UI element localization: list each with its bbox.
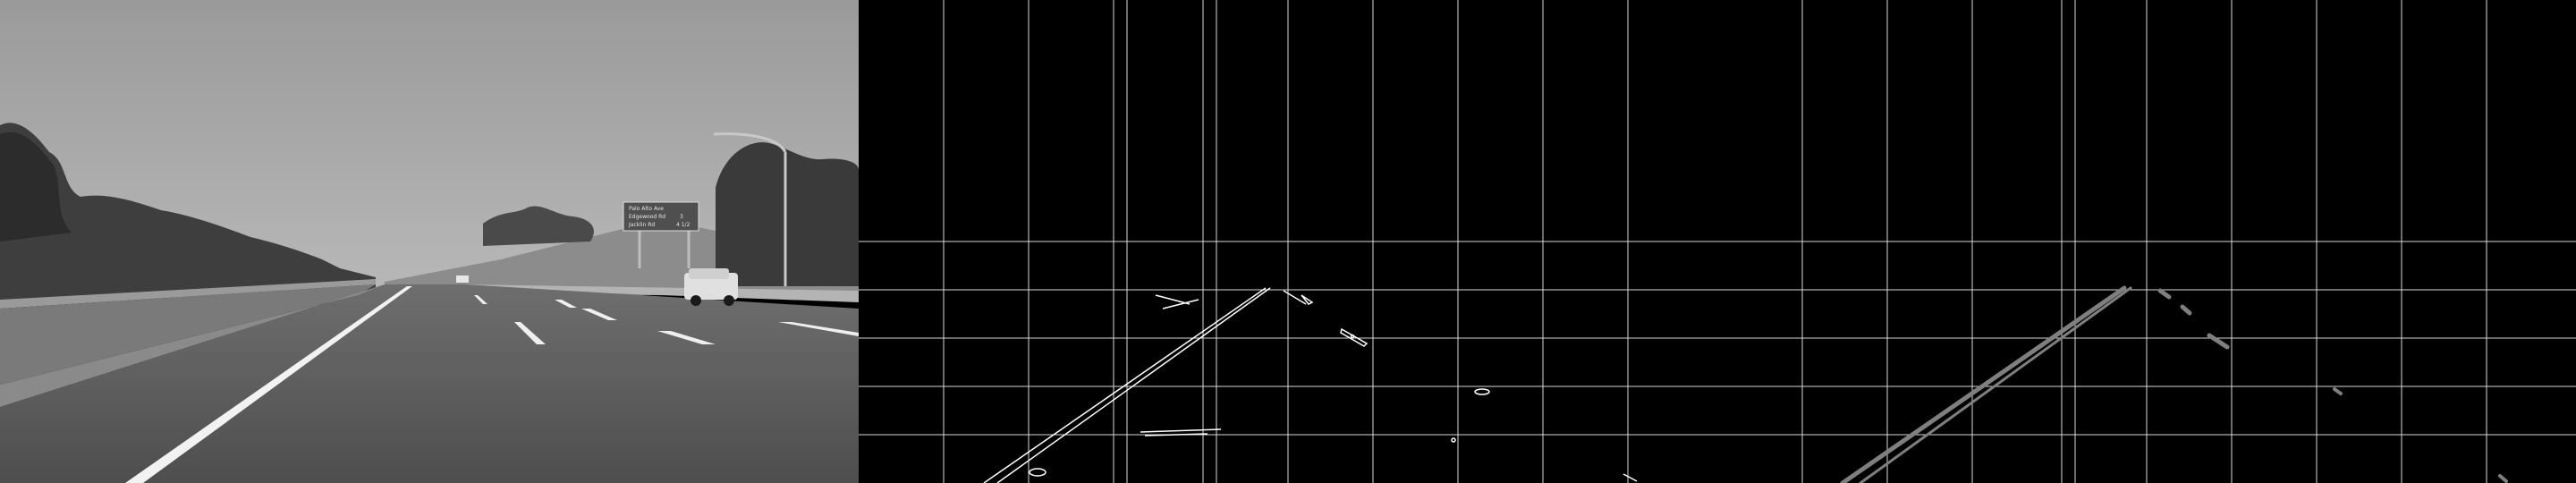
sign-line-2: Edgewood Rd	[629, 214, 665, 220]
right-guardrail	[465, 284, 859, 302]
street-lamp	[713, 132, 787, 286]
sign-line-1: Palo Alto Ave	[629, 206, 664, 212]
grid-lines	[859, 0, 1717, 483]
road-surface	[0, 284, 859, 483]
grayscale-road-panel: Palo Alto Ave Edgewood Rd 3 Jacklin Rd 4…	[0, 0, 859, 483]
sign-line-2-dist: 3	[680, 214, 683, 220]
left-guardrail	[0, 279, 376, 309]
detected-edges	[983, 287, 1638, 483]
left-grass	[0, 284, 376, 385]
road-photo: Palo Alto Ave Edgewood Rd 3 Jacklin Rd 4…	[0, 0, 859, 483]
highway-sign: Palo Alto Ave Edgewood Rd 3 Jacklin Rd 4…	[623, 201, 699, 268]
left-lane-line	[125, 286, 412, 483]
sign-line-3-dist: 4 1/2	[676, 222, 691, 228]
left-trees	[0, 123, 376, 300]
hough-lines	[1840, 285, 2508, 483]
left-shoulder	[0, 284, 385, 407]
mid-trees	[483, 206, 594, 246]
edge-map	[859, 0, 1717, 483]
left-trees-dark	[0, 131, 72, 242]
hough-lines-panel	[1717, 0, 2576, 483]
right-trees	[716, 142, 859, 286]
canny-edges-panel	[859, 0, 1717, 483]
sign-line-3: Jacklin Rd	[628, 222, 655, 228]
hough-map	[1717, 0, 2576, 483]
white-suv	[684, 268, 738, 306]
grid-lines	[1717, 0, 2576, 483]
dashed-lane-markers	[474, 295, 859, 344]
distant-car	[456, 275, 469, 283]
